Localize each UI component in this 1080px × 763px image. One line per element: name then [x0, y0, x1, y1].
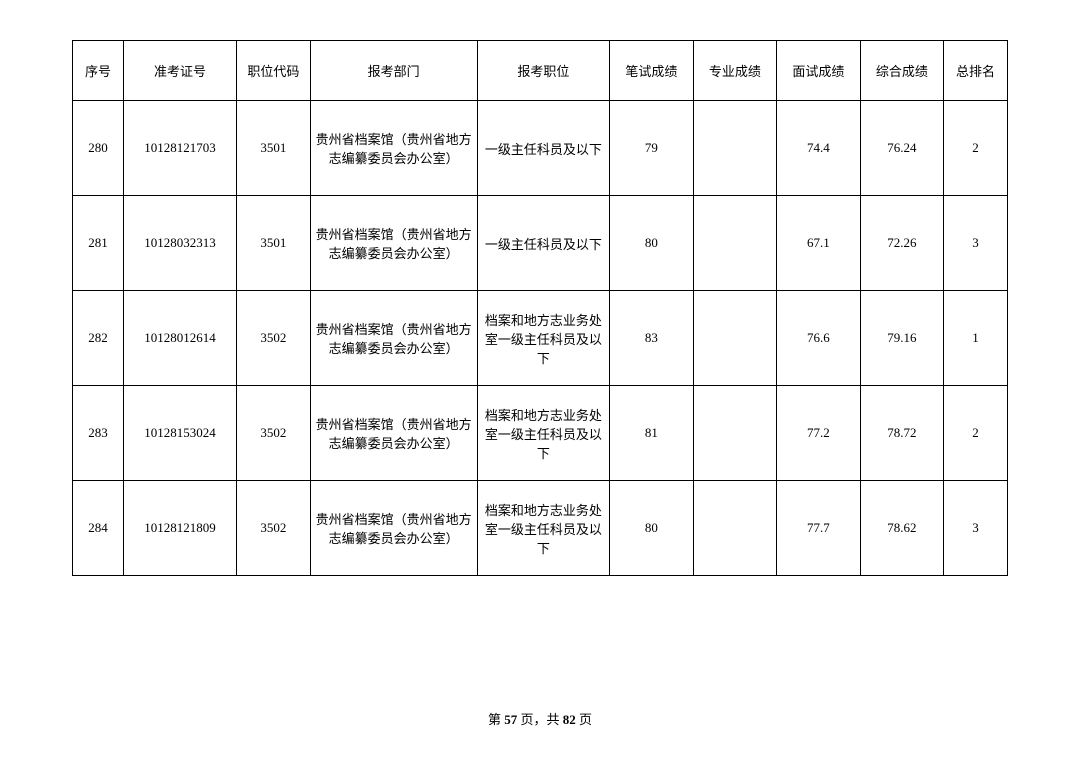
cell-total: 79.16	[860, 291, 943, 386]
cell-total: 72.26	[860, 196, 943, 291]
cell-job-code: 3501	[237, 196, 311, 291]
cell-prof	[693, 196, 776, 291]
cell-interview: 77.2	[777, 386, 860, 481]
cell-interview: 74.4	[777, 101, 860, 196]
cell-job-code: 3502	[237, 386, 311, 481]
cell-dept: 贵州省档案馆（贵州省地方志编纂委员会办公室）	[310, 196, 477, 291]
cell-seq: 281	[73, 196, 124, 291]
pager-prefix: 第	[488, 712, 504, 727]
table-row: 282 10128012614 3502 贵州省档案馆（贵州省地方志编纂委员会办…	[73, 291, 1008, 386]
cell-exam-id: 10128121809	[124, 481, 237, 576]
cell-rank: 3	[944, 196, 1008, 291]
cell-written: 81	[610, 386, 693, 481]
cell-dept: 贵州省档案馆（贵州省地方志编纂委员会办公室）	[310, 101, 477, 196]
cell-rank: 1	[944, 291, 1008, 386]
cell-written: 83	[610, 291, 693, 386]
col-header-dept: 报考部门	[310, 41, 477, 101]
cell-seq: 282	[73, 291, 124, 386]
col-header-written: 笔试成绩	[610, 41, 693, 101]
cell-prof	[693, 386, 776, 481]
col-header-seq: 序号	[73, 41, 124, 101]
cell-seq: 284	[73, 481, 124, 576]
cell-prof	[693, 481, 776, 576]
cell-seq: 280	[73, 101, 124, 196]
table-row: 284 10128121809 3502 贵州省档案馆（贵州省地方志编纂委员会办…	[73, 481, 1008, 576]
cell-seq: 283	[73, 386, 124, 481]
col-header-total: 综合成绩	[860, 41, 943, 101]
cell-interview: 67.1	[777, 196, 860, 291]
score-table: 序号 准考证号 职位代码 报考部门 报考职位 笔试成绩 专业成绩 面试成绩 综合…	[72, 40, 1008, 576]
cell-position: 档案和地方志业务处室一级主任科员及以下	[477, 481, 610, 576]
cell-interview: 77.7	[777, 481, 860, 576]
cell-position: 档案和地方志业务处室一级主任科员及以下	[477, 291, 610, 386]
cell-rank: 3	[944, 481, 1008, 576]
cell-total: 76.24	[860, 101, 943, 196]
pager-current: 57	[504, 712, 517, 727]
cell-interview: 76.6	[777, 291, 860, 386]
cell-total: 78.72	[860, 386, 943, 481]
cell-job-code: 3502	[237, 481, 311, 576]
table-body: 280 10128121703 3501 贵州省档案馆（贵州省地方志编纂委员会办…	[73, 101, 1008, 576]
cell-position: 一级主任科员及以下	[477, 196, 610, 291]
page-indicator: 第 57 页，共 82 页	[0, 709, 1080, 728]
cell-exam-id: 10128153024	[124, 386, 237, 481]
table-row: 280 10128121703 3501 贵州省档案馆（贵州省地方志编纂委员会办…	[73, 101, 1008, 196]
pager-suffix: 页	[576, 712, 592, 727]
cell-position: 档案和地方志业务处室一级主任科员及以下	[477, 386, 610, 481]
pager-middle: 页，共	[517, 712, 563, 727]
cell-rank: 2	[944, 101, 1008, 196]
col-header-position: 报考职位	[477, 41, 610, 101]
col-header-prof: 专业成绩	[693, 41, 776, 101]
col-header-rank: 总排名	[944, 41, 1008, 101]
cell-prof	[693, 291, 776, 386]
table-row: 281 10128032313 3501 贵州省档案馆（贵州省地方志编纂委员会办…	[73, 196, 1008, 291]
cell-written: 79	[610, 101, 693, 196]
cell-prof	[693, 101, 776, 196]
table-header-row: 序号 准考证号 职位代码 报考部门 报考职位 笔试成绩 专业成绩 面试成绩 综合…	[73, 41, 1008, 101]
pager-total: 82	[563, 712, 576, 727]
cell-exam-id: 10128121703	[124, 101, 237, 196]
cell-job-code: 3501	[237, 101, 311, 196]
cell-dept: 贵州省档案馆（贵州省地方志编纂委员会办公室）	[310, 291, 477, 386]
col-header-exam-id: 准考证号	[124, 41, 237, 101]
cell-exam-id: 10128032313	[124, 196, 237, 291]
cell-job-code: 3502	[237, 291, 311, 386]
cell-dept: 贵州省档案馆（贵州省地方志编纂委员会办公室）	[310, 481, 477, 576]
cell-rank: 2	[944, 386, 1008, 481]
cell-exam-id: 10128012614	[124, 291, 237, 386]
table-row: 283 10128153024 3502 贵州省档案馆（贵州省地方志编纂委员会办…	[73, 386, 1008, 481]
cell-written: 80	[610, 481, 693, 576]
cell-written: 80	[610, 196, 693, 291]
col-header-interview: 面试成绩	[777, 41, 860, 101]
col-header-job-code: 职位代码	[237, 41, 311, 101]
cell-position: 一级主任科员及以下	[477, 101, 610, 196]
cell-dept: 贵州省档案馆（贵州省地方志编纂委员会办公室）	[310, 386, 477, 481]
cell-total: 78.62	[860, 481, 943, 576]
